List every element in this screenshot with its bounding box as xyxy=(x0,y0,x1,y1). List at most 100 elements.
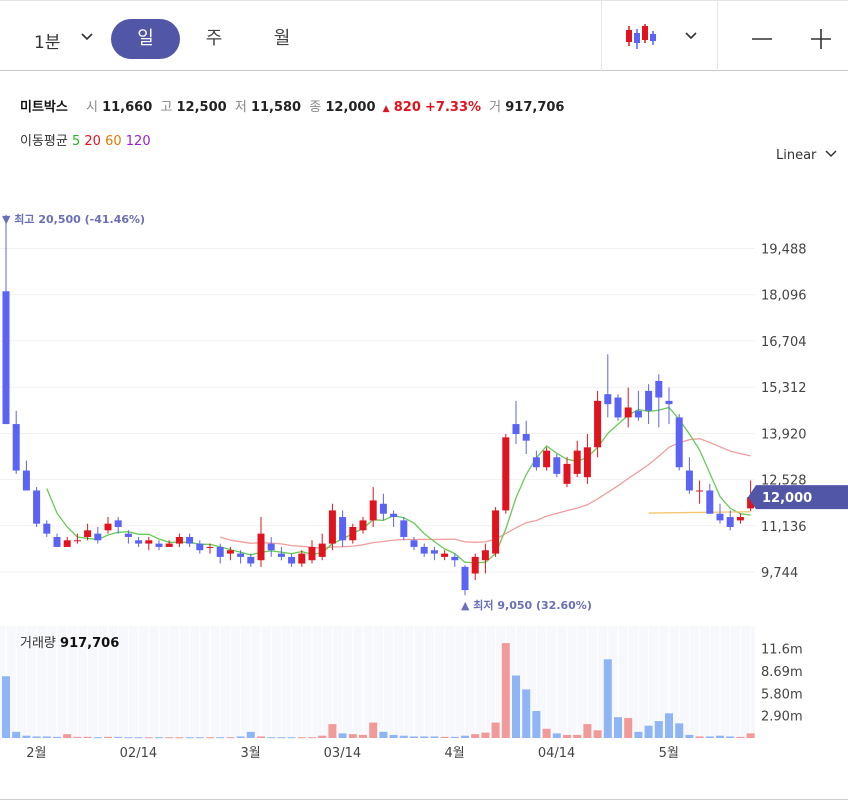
candle-body xyxy=(165,543,173,547)
ma20-line xyxy=(220,438,751,549)
volume-bar xyxy=(134,737,143,739)
chevron-down-icon[interactable] xyxy=(80,30,94,44)
candle-body xyxy=(492,510,500,554)
volume-bar xyxy=(522,689,531,738)
volume-bar xyxy=(542,728,551,738)
volume-bar xyxy=(603,659,612,738)
candle-body xyxy=(349,527,357,541)
volume-bar xyxy=(32,736,41,738)
candle-body xyxy=(288,556,296,564)
candle-body xyxy=(685,470,693,491)
candle-body xyxy=(420,546,428,554)
volume-bar xyxy=(695,736,704,738)
volume-bar xyxy=(246,731,255,738)
toolbar-divider xyxy=(601,1,602,71)
x-tick-label: 3월 xyxy=(240,746,260,761)
candle-body xyxy=(747,497,755,509)
price-tick-label: 18,096 xyxy=(761,289,807,304)
volume-bar xyxy=(42,736,51,738)
zoom-out-icon[interactable] xyxy=(750,27,774,51)
candle-body xyxy=(73,540,81,542)
change-value: 820 xyxy=(393,100,421,115)
x-tick-label: 02/14 xyxy=(120,746,157,761)
candle-body xyxy=(63,540,71,547)
candle-body xyxy=(43,523,51,534)
volume-bar xyxy=(2,676,10,738)
volume-bar xyxy=(399,735,408,738)
candle-body xyxy=(226,550,234,554)
stock-name: 미트박스 xyxy=(20,100,68,115)
candle-body xyxy=(461,566,469,591)
chevron-down-icon xyxy=(825,150,837,158)
volume-bar xyxy=(420,736,429,738)
scale-mode-label: Linear xyxy=(776,148,817,163)
volume-bar xyxy=(430,736,439,738)
zoom-in-icon[interactable] xyxy=(809,27,833,51)
volume-bar xyxy=(532,711,541,738)
candle-body xyxy=(716,513,724,521)
candle-body xyxy=(175,536,183,544)
chart-type-chevron-icon[interactable] xyxy=(684,29,698,43)
ma60-line xyxy=(648,511,751,514)
up-triangle-icon: ▲ xyxy=(382,104,390,114)
volume-bar xyxy=(308,737,316,739)
volume-bar xyxy=(53,736,61,738)
volume-bar xyxy=(277,737,286,739)
volume-bar xyxy=(450,736,459,738)
volume-bar xyxy=(461,735,469,738)
volume-bar xyxy=(185,737,194,739)
candle-body xyxy=(145,540,153,544)
volume-bar xyxy=(73,736,82,738)
volume-label: 거 xyxy=(489,100,502,115)
candle-body xyxy=(186,536,194,544)
volume-bar xyxy=(563,734,571,738)
volume-value: 917,706 xyxy=(505,100,565,115)
candle-body xyxy=(634,410,642,418)
bottom-divider xyxy=(0,799,848,800)
candle-body xyxy=(573,450,581,474)
candle-body xyxy=(298,553,306,564)
volume-bar xyxy=(63,734,72,738)
candlestick-chart-icon[interactable] xyxy=(624,23,660,51)
ma-5: 5 xyxy=(71,134,81,149)
volume-tick-label: 5.80m xyxy=(761,687,803,702)
volume-bar xyxy=(165,737,174,739)
volume-bar xyxy=(124,737,133,739)
price-tick-label: 12,528 xyxy=(761,474,807,489)
candle-body xyxy=(33,490,41,524)
price-tick-label: 19,488 xyxy=(761,242,807,257)
volume-bar xyxy=(297,737,306,739)
volume-title-value: 917,706 xyxy=(60,636,120,651)
moving-average-legend[interactable]: 이동평균 5 20 60 120 xyxy=(20,130,151,149)
x-tick-label: 5월 xyxy=(659,746,679,761)
volume-bar xyxy=(338,733,347,738)
volume-bar xyxy=(155,737,163,739)
candle-body xyxy=(655,380,663,398)
candle-body xyxy=(359,520,367,531)
volume-bar xyxy=(175,737,184,739)
volume-bar xyxy=(736,736,745,738)
period-tab-day[interactable]: 일 xyxy=(111,19,180,59)
volume-bar xyxy=(665,713,673,738)
ma-120: 120 xyxy=(125,134,151,149)
candle-body xyxy=(532,457,540,468)
price-tick-label: 16,704 xyxy=(761,335,807,350)
volume-bar xyxy=(410,736,418,738)
candle-body xyxy=(277,553,285,557)
volume-bar xyxy=(114,736,123,738)
scale-mode-select[interactable]: Linear xyxy=(776,148,837,163)
period-tab-month[interactable]: 월 xyxy=(273,28,291,49)
change-percent: +7.33% xyxy=(425,100,482,115)
volume-title: 거래량 917,706 xyxy=(20,632,119,651)
candle-body xyxy=(522,434,530,441)
candle-body xyxy=(155,543,163,547)
timeframe-select[interactable]: 1분 xyxy=(34,33,61,53)
period-tab-week[interactable]: 주 xyxy=(205,28,223,49)
candle-body xyxy=(379,503,387,514)
ma-60: 60 xyxy=(105,134,122,149)
candle-body xyxy=(410,540,418,547)
volume-bar xyxy=(634,731,643,738)
candle-body xyxy=(594,400,602,448)
chart-toolbar: 1분 일 주 월 xyxy=(0,0,848,71)
